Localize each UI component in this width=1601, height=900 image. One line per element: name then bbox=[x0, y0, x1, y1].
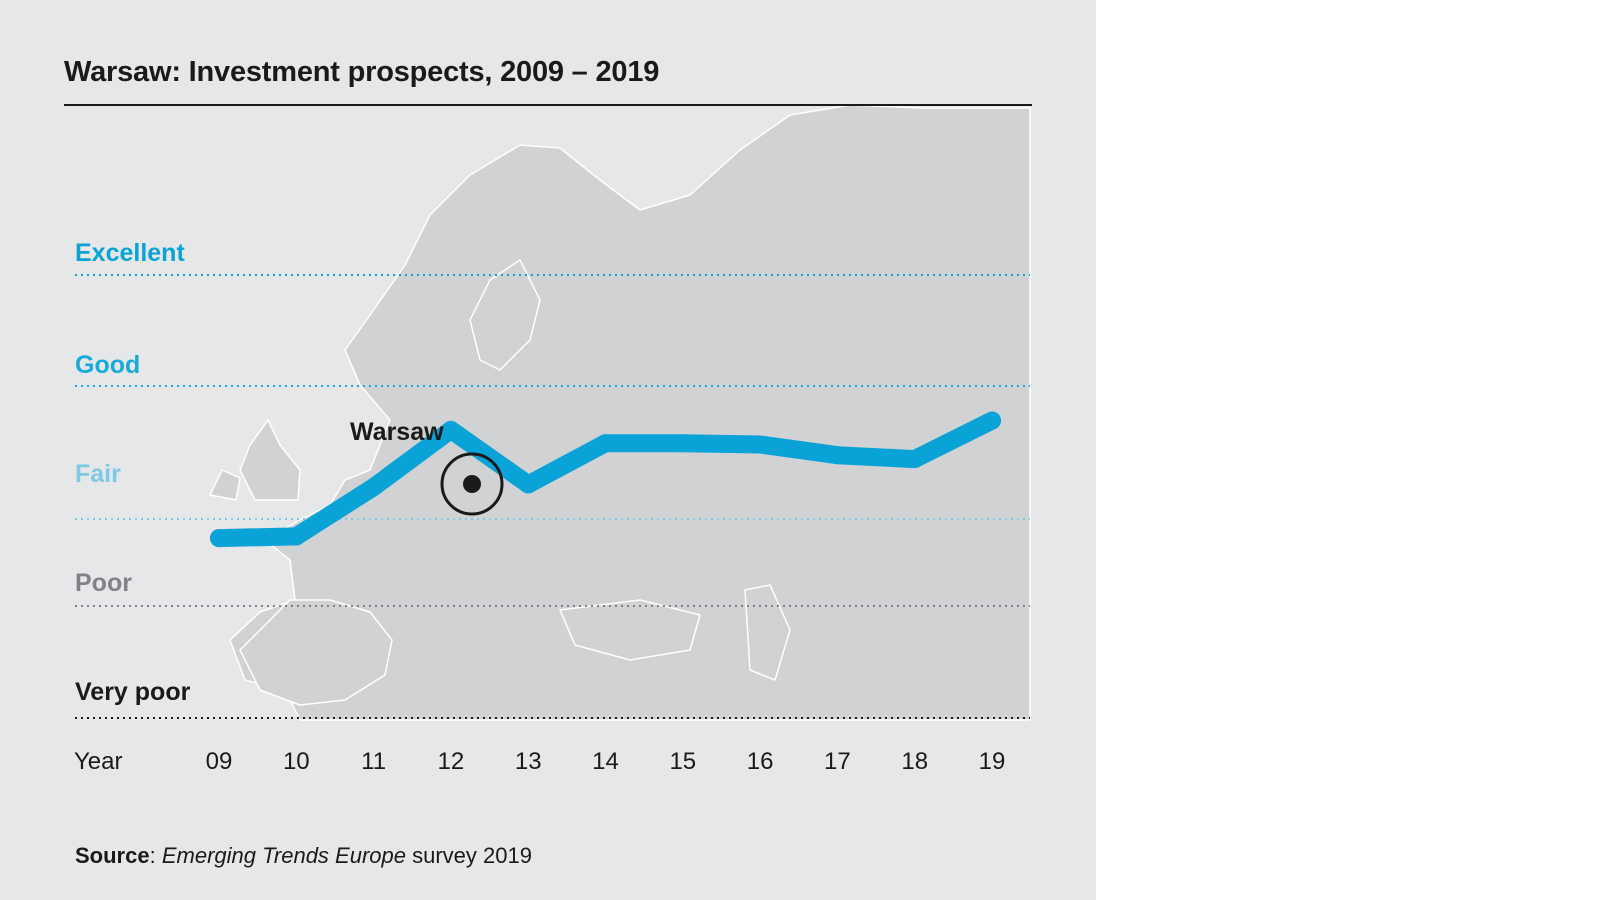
data-point-16 bbox=[751, 435, 770, 454]
data-point-13 bbox=[519, 475, 538, 494]
rating-label-poor: Poor bbox=[75, 569, 132, 597]
data-point-18 bbox=[905, 450, 924, 469]
chart-canvas: Excellent Good Fair Poor Very poor Warsa… bbox=[74, 104, 1031, 775]
source-note: Source: Emerging Trends Europe survey 20… bbox=[75, 843, 532, 868]
data-point-14 bbox=[596, 434, 615, 453]
chart-title: Warsaw: Investment prospects, 2009 – 201… bbox=[64, 56, 660, 88]
source-publication: Emerging Trends Europe bbox=[161, 843, 406, 868]
data-point-10 bbox=[287, 527, 306, 546]
warsaw-location-marker bbox=[440, 452, 504, 516]
rating-label-fair: Fair bbox=[75, 460, 121, 488]
x-axis-ticks: 09 10 11 12 13 14 15 16 17 18 19 bbox=[206, 748, 1006, 775]
source-label: Source bbox=[75, 843, 150, 868]
x-tick-label: 17 bbox=[824, 748, 851, 775]
x-tick-label: 09 bbox=[206, 748, 233, 775]
source-suffix: survey 2019 bbox=[412, 843, 532, 868]
marker-dot bbox=[463, 475, 481, 493]
rating-label-excellent: Excellent bbox=[75, 239, 185, 267]
data-point-17 bbox=[828, 446, 847, 465]
series-annotation: Warsaw bbox=[350, 418, 444, 446]
rating-label-good: Good bbox=[75, 351, 140, 379]
x-tick-label: 10 bbox=[283, 748, 310, 775]
data-point-12 bbox=[441, 420, 460, 439]
rating-label-very-poor: Very poor bbox=[75, 678, 191, 706]
title-rule bbox=[64, 104, 1032, 106]
x-tick-label: 12 bbox=[438, 748, 465, 775]
x-tick-label: 14 bbox=[592, 748, 619, 775]
data-point-09 bbox=[210, 529, 228, 548]
data-point-15 bbox=[673, 434, 692, 453]
x-tick-label: 19 bbox=[979, 748, 1006, 775]
data-point-19 bbox=[983, 411, 1001, 430]
europe-map-background bbox=[209, 104, 1031, 721]
x-tick-label: 13 bbox=[515, 748, 542, 775]
x-axis-label: Year bbox=[74, 748, 123, 775]
x-tick-label: 11 bbox=[361, 748, 386, 775]
x-tick-label: 18 bbox=[901, 748, 928, 775]
x-tick-label: 16 bbox=[747, 748, 774, 775]
x-tick-label: 15 bbox=[669, 748, 696, 775]
data-point-11 bbox=[364, 478, 383, 497]
marker-ring bbox=[440, 452, 504, 516]
